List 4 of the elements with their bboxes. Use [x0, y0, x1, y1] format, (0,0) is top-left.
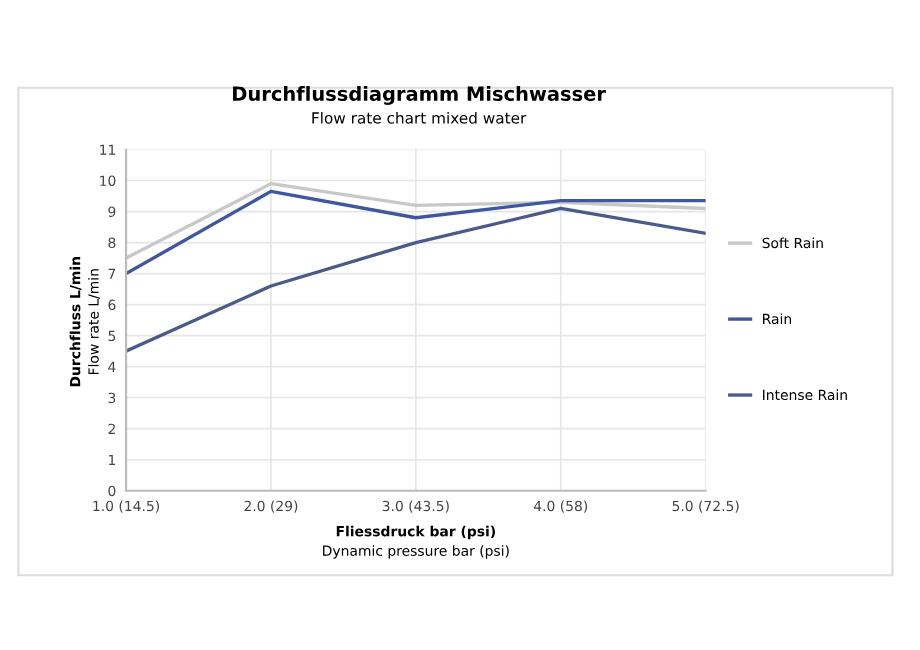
- line-series: [126, 206, 706, 353]
- chart-title: Durchflussdiagramm Mischwasser: [233, 85, 606, 105]
- line-series: [126, 189, 706, 276]
- line-series: [126, 181, 706, 260]
